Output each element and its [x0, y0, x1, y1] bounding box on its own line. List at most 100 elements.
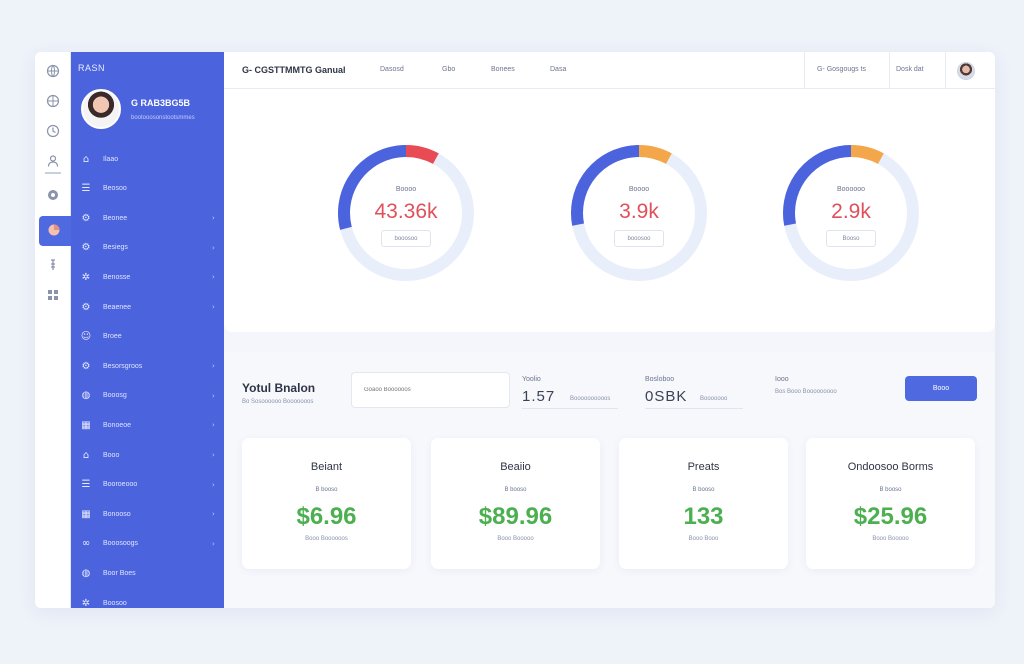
sidebar-item[interactable]: ⌂ Ilaao: [71, 148, 224, 170]
sidebar-item[interactable]: ☰ Booroeooo ›: [71, 474, 224, 496]
sidebar-item[interactable]: ◍ Booosg ›: [71, 385, 224, 407]
card-value: 133: [683, 503, 724, 530]
note-text: Bos Booo Booooooooo: [775, 389, 837, 395]
globe-icon: ◍: [81, 567, 91, 579]
stat-label: Yoolio: [522, 376, 541, 383]
user-name: G RAB3BG5B: [131, 98, 191, 108]
donut-card-3: Boooooo 2.9k Booso: [776, 138, 926, 288]
metric-card-3[interactable]: Preats B booso 133 Booo Booo: [619, 438, 788, 569]
donut-button[interactable]: booosoo: [381, 230, 431, 247]
user-icon[interactable]: [44, 152, 62, 170]
sidebar-item[interactable]: ✲ Benosse ›: [71, 266, 224, 288]
topbar-right-link-2[interactable]: Dosk dat: [896, 66, 924, 73]
chart-icon: [47, 223, 61, 240]
user-icon: ☺: [80, 331, 92, 343]
user-subtitle: bootooosonstootsmmes: [131, 115, 195, 121]
topbar-divider: [804, 52, 805, 89]
metric-card-1[interactable]: Beiant B booso $6.96 Booo Boooooos: [242, 438, 411, 569]
user-avatar[interactable]: [957, 62, 975, 80]
brand-name: RASN: [78, 63, 106, 73]
topbar-link-3[interactable]: Bonees: [491, 66, 515, 73]
donut-button[interactable]: booosoo: [614, 230, 664, 247]
sidebar-item[interactable]: ⚙ Besorsgroos ›: [71, 355, 224, 377]
card-footer: Booo Booooo: [497, 536, 534, 542]
sidebar-item[interactable]: ◍ Boor Boes: [71, 562, 224, 584]
home-icon: ⌂: [82, 153, 90, 165]
rail-active-item[interactable]: [39, 216, 71, 246]
sidebar-item[interactable]: ⚙ Beonee ›: [71, 207, 224, 229]
card-title: Preats: [687, 461, 720, 473]
summary-button[interactable]: Booo: [905, 376, 977, 401]
donut-button[interactable]: Booso: [826, 230, 876, 247]
chevron-right-icon: ›: [212, 362, 215, 371]
gear-icon: ⚙: [81, 301, 91, 313]
grid-icon[interactable]: [44, 286, 62, 304]
donut-segment-main: [338, 144, 474, 281]
sidebar-item-label: Beaenee: [103, 303, 132, 311]
stat-divider: [522, 408, 618, 409]
avatar[interactable]: [81, 89, 121, 129]
sidebar-item-label: Boor Boes: [103, 569, 136, 577]
sidebar-item[interactable]: ⚙ Beaenee ›: [71, 296, 224, 318]
stat-unit: Boooooooooos: [570, 396, 611, 402]
sidebar-item[interactable]: ▦ Bonooso ›: [71, 503, 224, 525]
sidebar-item[interactable]: ∞ Booosoogs ›: [71, 533, 224, 555]
chevron-right-icon: ›: [212, 421, 215, 430]
sidebar-item-label: Benosse: [103, 273, 131, 281]
chevron-right-icon: ›: [212, 273, 215, 282]
key-icon[interactable]: [44, 256, 62, 274]
topbar-link-1[interactable]: Dasosd: [380, 66, 404, 73]
summary-title: Yotul Bnalon: [242, 381, 316, 395]
card-badge: B booso: [504, 487, 527, 493]
sidebar-item-label: Ilaao: [103, 155, 119, 163]
card-value: $89.96: [478, 503, 553, 530]
chevron-right-icon: ›: [212, 510, 215, 519]
sidebar-item-label: Bonoeoe: [103, 421, 132, 429]
donut-label: Boooooo: [836, 186, 866, 193]
donut-chart: [571, 145, 707, 281]
donut-label: Boooo: [395, 186, 417, 193]
home-icon: ⌂: [82, 449, 90, 461]
donut-segment-main: [571, 145, 707, 281]
topbar-link-4[interactable]: Dasa: [550, 66, 567, 73]
chevron-right-icon: ›: [212, 243, 215, 252]
donut-value: 3.9k: [619, 200, 659, 223]
summary-subtitle: Bo Sosoooooo Booooooos: [242, 399, 314, 405]
donut-segment-accent: [338, 145, 474, 281]
stat-unit: Booooooo: [700, 396, 728, 402]
topbar-right-link-1[interactable]: G- Gosgougs ts: [817, 66, 867, 73]
card-badge: B booso: [315, 487, 338, 493]
chevron-right-icon: ›: [212, 539, 215, 548]
sidebar-item-label: Besiegs: [103, 244, 128, 252]
donut-card-1: Boooo 43.36k booosoo: [331, 138, 481, 288]
sidebar-item-label: Bonooso: [103, 510, 131, 518]
stat-divider: [645, 408, 743, 409]
summary-input[interactable]: [351, 372, 510, 408]
metric-card-4[interactable]: Ondoosoo Borms B booso $25.96 Booo Boooo…: [806, 438, 975, 569]
sidebar-item[interactable]: ⚙ Besiegs ›: [71, 237, 224, 259]
sidebar-item[interactable]: ⌂ Booo ›: [71, 444, 224, 466]
donut-panel: Boooo 43.36k booosoo Boooo 3.9k booosoo …: [224, 89, 995, 332]
topbar-link-2[interactable]: Gbo: [442, 66, 456, 73]
clock-icon[interactable]: [44, 122, 62, 140]
topbar-divider: [945, 52, 946, 89]
topbar-divider: [889, 52, 890, 89]
sidebar-item[interactable]: ✲ Boosoo: [71, 592, 224, 609]
rail-divider: [45, 172, 61, 174]
dashboard-icon[interactable]: [44, 186, 62, 204]
metric-card-2[interactable]: Beaiio B booso $89.96 Booo Booooo: [431, 438, 600, 569]
card-footer: Booo Boooooos: [305, 536, 348, 542]
chevron-right-icon: ›: [212, 303, 215, 311]
sidebar-item[interactable]: ☺ Broee: [71, 326, 224, 348]
card-value: $25.96: [853, 503, 928, 530]
globe-icon[interactable]: [44, 62, 62, 80]
note-label: Iooo: [775, 376, 789, 383]
sidebar-item[interactable]: ☰ Beosoo: [71, 178, 224, 200]
sidebar-item-label: Beonee: [103, 214, 128, 222]
sidebar-item-label: Besorsgroos: [103, 362, 143, 370]
chevron-right-icon: ›: [212, 480, 215, 489]
chevron-right-icon: ›: [212, 214, 215, 223]
sidebar-item[interactable]: ▦ Bonoeoe ›: [71, 414, 224, 436]
top-bar: G- CGSTTMMTG Ganual Dasosd Gbo Bonees Da…: [224, 52, 995, 89]
globe-icon[interactable]: [44, 92, 62, 110]
